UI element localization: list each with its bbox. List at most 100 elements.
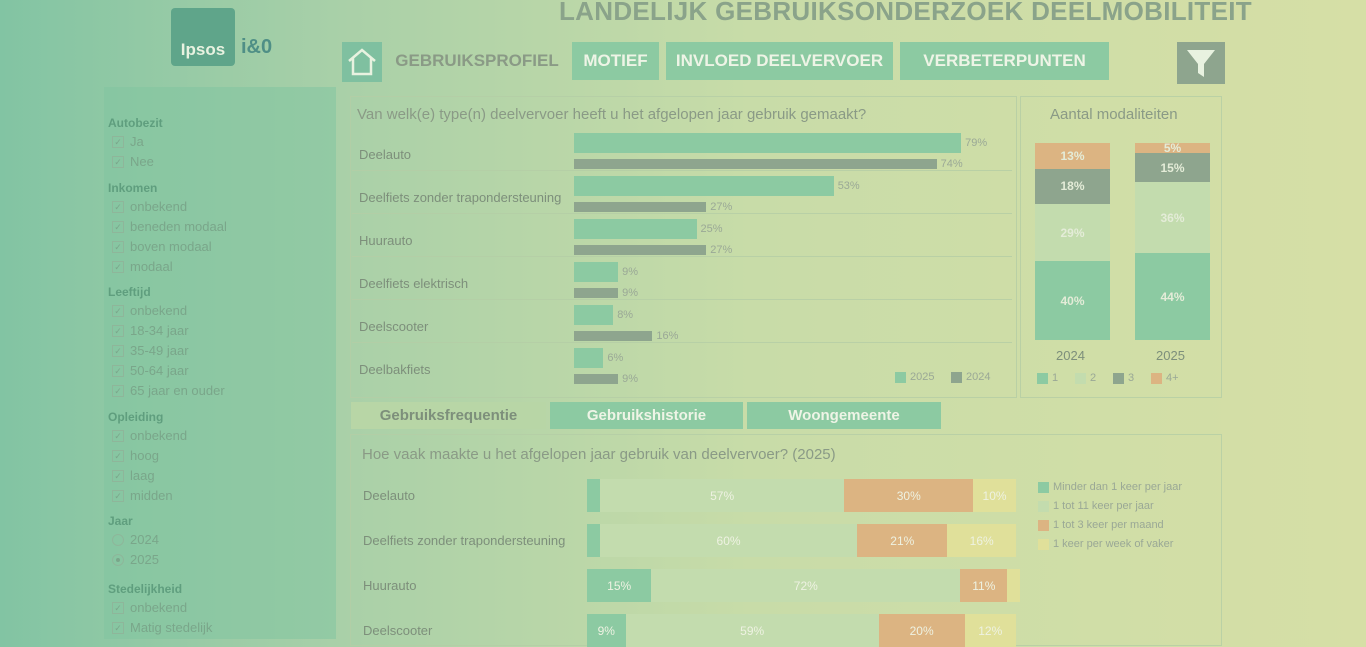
stack-segment: 18% [1035, 168, 1110, 205]
data-label: 15% [1160, 160, 1185, 175]
tab-verbeterpunten[interactable]: VERBETERPUNTEN [900, 42, 1109, 80]
tab-gebruikshistorie[interactable]: Gebruikshistorie [550, 402, 743, 429]
category-label: 2024 [1056, 348, 1085, 363]
data-label: 27% [710, 201, 733, 213]
checkbox[interactable]: ✓ [112, 601, 124, 614]
checkbox-option[interactable]: ✓ midden [112, 488, 173, 503]
checkbox-option[interactable]: ✓ 35-49 jaar [112, 343, 189, 358]
checkbox[interactable]: ✓ [112, 469, 124, 482]
checkbox[interactable]: ✓ [112, 429, 124, 442]
radio-option[interactable]: 2024 [112, 532, 159, 547]
checkbox-option[interactable]: ✓ Ja [112, 134, 144, 149]
option-label: onbekend [130, 303, 188, 318]
data-label: 9% [622, 373, 638, 385]
filter-group-title: Opleiding [108, 410, 164, 424]
checkbox-option[interactable]: ✓ modaal [112, 259, 173, 274]
option-label: 2024 [130, 532, 159, 547]
legend-swatch [1075, 372, 1086, 384]
checkbox[interactable]: ✓ [112, 260, 124, 273]
option-label: Matig stedelijk [130, 620, 213, 635]
checkbox[interactable]: ✓ [112, 449, 124, 462]
bar-2024 [574, 159, 937, 169]
bar-2025 [574, 176, 834, 196]
checkbox-option[interactable]: ✓ Matig stedelijk [112, 620, 212, 635]
legend-item: 1 tot 11 keer per jaar [1038, 500, 1154, 512]
legend-swatch [1038, 519, 1049, 531]
tab-motief[interactable]: MOTIEF [572, 42, 659, 80]
page-title: LANDELIJK GEBRUIKSONDERZOEK DEELMOBILITE… [559, 0, 1252, 26]
home-icon [348, 48, 376, 76]
filter-group-title: Autobezit [108, 116, 163, 130]
data-label: 53% [837, 180, 860, 192]
data-label: 74% [940, 158, 963, 170]
checkbox-option[interactable]: ✓ onbekend [112, 199, 187, 214]
checkbox[interactable]: ✓ [112, 200, 124, 213]
tab-gebruiksfrequentie[interactable]: Gebruiksfrequentie [351, 402, 546, 429]
legend-swatch-2024 [951, 371, 962, 383]
data-label: 10% [982, 488, 1007, 503]
radio-option[interactable]: 2025 [112, 552, 159, 567]
stack-segment: 10% [973, 479, 1016, 512]
checkbox[interactable]: ✓ [112, 220, 124, 233]
radio-button[interactable] [112, 553, 124, 566]
stack-segment [587, 479, 600, 512]
legend-label: 1 keer per week of vaker [1053, 538, 1174, 550]
filter-button[interactable] [1177, 42, 1225, 84]
filter-group-title: Jaar [108, 514, 133, 528]
option-label: onbekend [130, 199, 188, 214]
checkbox[interactable]: ✓ [112, 155, 124, 168]
checkbox[interactable]: ✓ [112, 384, 124, 397]
category-label: 2025 [1156, 348, 1185, 363]
data-label: 57% [710, 488, 735, 503]
data-label: 8% [617, 309, 634, 321]
tab-invloed-deelvervoer[interactable]: INVLOED DEELVERVOER [666, 42, 893, 80]
checkbox-option[interactable]: ✓ Nee [112, 154, 154, 169]
category-label: Huurauto [363, 578, 417, 593]
checkbox-option[interactable]: ✓ laag [112, 468, 155, 483]
row-separator [352, 170, 1012, 171]
category-label: Deelscooter [359, 319, 429, 334]
data-label: 16% [969, 533, 994, 548]
data-label: 59% [740, 623, 765, 638]
data-label: 15% [607, 578, 632, 593]
checkbox-option[interactable]: ✓ beneden modaal [112, 219, 227, 234]
option-label: Ja [130, 134, 144, 149]
checkbox[interactable]: ✓ [112, 364, 124, 377]
bar-2025 [574, 133, 962, 153]
tab-woongemeente[interactable]: Woongemeente [747, 402, 941, 429]
row-separator [352, 213, 1012, 214]
option-label: onbekend [130, 428, 188, 443]
checkbox[interactable]: ✓ [112, 344, 124, 357]
checkbox[interactable]: ✓ [112, 240, 124, 253]
data-label: 12% [978, 623, 1003, 638]
bar-2024 [574, 245, 707, 255]
category-label: Huurauto [359, 233, 413, 248]
bar-2024 [574, 288, 619, 298]
checkbox[interactable]: ✓ [112, 324, 124, 337]
checkbox[interactable]: ✓ [112, 304, 124, 317]
checkbox-option[interactable]: ✓ onbekend [112, 600, 187, 615]
stack-segment: 36% [1135, 182, 1210, 254]
checkbox-option[interactable]: ✓ 65 jaar en ouder [112, 383, 225, 398]
checkbox-option[interactable]: ✓ boven modaal [112, 239, 212, 254]
ipsos-logo-text: Ipsos [180, 40, 226, 59]
io-logo: i&0 [241, 36, 273, 58]
bar-2024 [574, 374, 619, 384]
radio-button[interactable] [112, 533, 124, 546]
stack-segment: 60% [599, 524, 858, 557]
checkbox[interactable]: ✓ [112, 489, 124, 502]
checkbox-option[interactable]: ✓ hoog [112, 448, 159, 463]
legend-2025: 2025 [895, 371, 934, 383]
bar-2025 [574, 219, 697, 239]
home-button[interactable] [342, 42, 382, 82]
option-label: boven modaal [130, 239, 212, 254]
checkbox-option[interactable]: ✓ 50-64 jaar [112, 363, 189, 378]
stack-segment: 13% [1035, 143, 1110, 169]
checkbox[interactable]: ✓ [112, 621, 124, 634]
data-label: 9% [597, 623, 615, 638]
checkbox-option[interactable]: ✓ onbekend [112, 303, 187, 318]
checkbox[interactable]: ✓ [112, 135, 124, 148]
checkbox-option[interactable]: ✓ onbekend [112, 428, 187, 443]
checkbox-option[interactable]: ✓ 18-34 jaar [112, 323, 189, 338]
tab-gebruiksprofiel[interactable]: GEBRUIKSPROFIEL [395, 51, 559, 70]
